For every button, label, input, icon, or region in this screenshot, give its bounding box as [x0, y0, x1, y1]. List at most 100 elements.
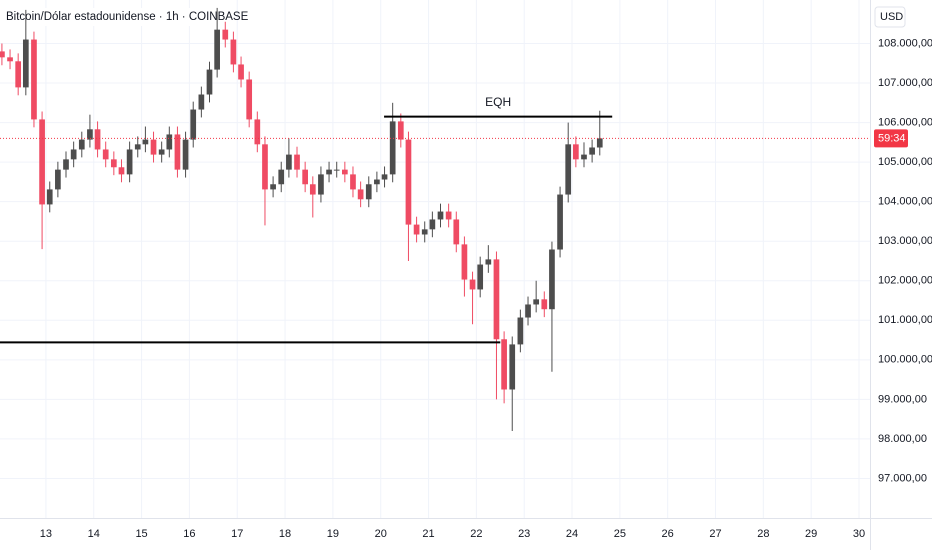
candle-body [55, 169, 61, 190]
candle-body [134, 144, 141, 150]
candle-body [118, 167, 125, 175]
candle-body [374, 179, 380, 185]
candle-body [206, 69, 213, 95]
candle-body [429, 219, 436, 230]
x-tick-label: 22 [470, 528, 482, 540]
candle-body [533, 299, 540, 305]
candle-body [238, 64, 244, 80]
candle-body [509, 344, 516, 390]
candle-body [286, 154, 292, 170]
candle-body [350, 174, 356, 190]
candle-body [517, 317, 524, 345]
candle-body [22, 39, 29, 88]
candle-body [326, 169, 332, 175]
x-tick-label: 20 [375, 528, 387, 540]
x-tick-label: 24 [566, 528, 578, 540]
currency[interactable]: USD [880, 11, 903, 23]
price-label-bg [874, 129, 908, 148]
candle-body [190, 109, 197, 140]
candle-body [485, 259, 492, 265]
candle-body [302, 169, 308, 185]
candle-body [437, 211, 444, 220]
candle-body [94, 129, 101, 150]
candle-body [309, 184, 316, 195]
x-tick-label: 14 [88, 528, 100, 540]
y-tick-label: 104.000,00 [878, 196, 932, 208]
candle-body [381, 174, 388, 180]
x-tick-label: 26 [662, 528, 674, 540]
y-tick-label: 101.000,00 [878, 314, 932, 326]
y-tick-label: 105.000,00 [878, 156, 932, 168]
x-tick-label: 16 [183, 528, 195, 540]
y-tick-label: 98.000,00 [878, 433, 927, 445]
candle-body [596, 138, 603, 148]
candle-body [581, 154, 587, 160]
candle-body [541, 299, 548, 310]
candle-body [63, 159, 69, 170]
x-tick-label: 27 [709, 528, 721, 540]
candle-body [294, 154, 300, 170]
x-tick-label: 28 [757, 528, 769, 540]
candle-body [278, 169, 285, 185]
candle-body [254, 119, 261, 145]
chart-title: Bitcoin/Dólar estadounidense · 1h · COIN… [6, 11, 249, 23]
candle-body [421, 229, 428, 235]
candle-body [142, 139, 149, 145]
candle-body [318, 174, 324, 195]
candle-body [182, 139, 189, 170]
candle-body [525, 304, 531, 318]
level-label: EQH [485, 95, 511, 109]
candle-body [87, 129, 93, 140]
y-tick-label: 100.000,00 [878, 354, 932, 366]
candle-body [453, 219, 460, 245]
x-tick-label: 18 [279, 528, 291, 540]
candle-body [573, 144, 579, 160]
candle-body [246, 79, 253, 120]
candle-body [31, 39, 37, 120]
candle-body [78, 139, 85, 150]
candle-body [357, 189, 364, 200]
x-tick-label: 29 [805, 528, 817, 540]
x-tick-label: 30 [853, 528, 865, 540]
candle-body [445, 211, 452, 220]
y-tick-label: 97.000,00 [878, 472, 927, 484]
x-tick-label: 19 [327, 528, 339, 540]
y-tick-label: 108.000,00 [878, 37, 932, 49]
y-tick-label: 107.000,00 [878, 77, 932, 89]
x-tick-label: 17 [231, 528, 243, 540]
x-tick-label: 23 [518, 528, 530, 540]
candle-body [365, 184, 372, 200]
currency-button[interactable] [874, 6, 906, 28]
candle-body [493, 259, 500, 340]
candle-body [102, 149, 109, 160]
candle-body [126, 149, 133, 175]
candle-body [15, 61, 22, 88]
candle-body [150, 139, 157, 155]
candle-body [341, 169, 348, 175]
candle-body [39, 119, 45, 205]
title-bg [2, 8, 224, 26]
candle-body [0, 51, 5, 58]
candle-body [110, 159, 117, 168]
candle-body [7, 57, 13, 62]
candle-body [198, 94, 205, 110]
candle-body [230, 39, 237, 65]
candle-body [389, 121, 396, 175]
candle-body [166, 134, 173, 150]
candle-body [174, 134, 181, 170]
x-tick-label: 15 [135, 528, 147, 540]
candle-body [333, 169, 340, 171]
candle-body [565, 144, 572, 195]
x-tick-label: 25 [614, 528, 626, 540]
candle-body [477, 264, 484, 290]
y-tick-label: 106.000,00 [878, 116, 932, 128]
candle-body [397, 121, 404, 140]
candle-body [557, 194, 563, 250]
y-tick-label: 102.000,00 [878, 275, 932, 287]
candle-body [214, 29, 220, 70]
candle-body [70, 149, 77, 160]
candle-body [270, 184, 276, 190]
candle-body [501, 339, 507, 390]
candle-body [158, 149, 165, 155]
